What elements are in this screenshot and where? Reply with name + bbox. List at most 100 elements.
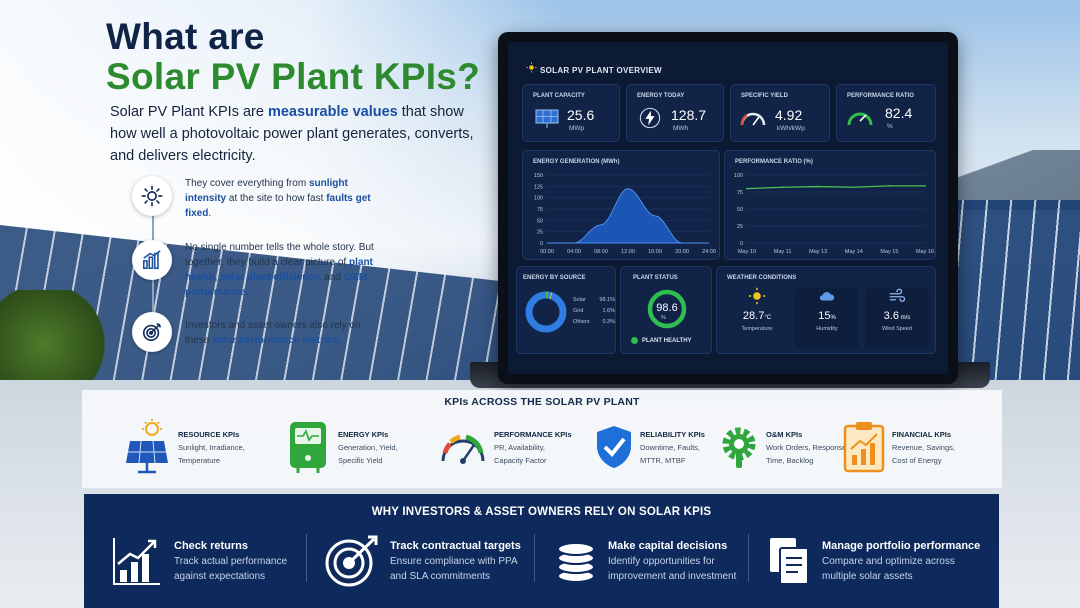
pr-chart-card: PERFORMANCE RATIO (%) 100 75 50 25 0 May 10 Ma…: [724, 150, 936, 260]
kpi-unit: MWp: [569, 125, 585, 132]
check-icon: [631, 337, 638, 344]
kpi-category-desc: Generation, Yield,: [338, 442, 398, 452]
x-tick-label: 00:00: [540, 249, 554, 255]
kpi-card-yield[interactable]: SPECIFIC YIELD 4.92 kWh/kWp: [730, 84, 830, 142]
weather-item: 28.7°C Temperature: [725, 287, 789, 349]
laptop: SOLAR PV PLANT OVERVIEW PLANT CAPACITY 2…: [498, 32, 958, 384]
kpi-value: 128.7: [671, 107, 707, 123]
area-series: [547, 188, 709, 244]
y-tick-label: 0: [540, 241, 543, 247]
y-tick-label: 25: [537, 230, 543, 236]
divider: [534, 534, 535, 582]
sun-icon: [132, 176, 172, 216]
kpi-unit: kWh/kWp: [777, 125, 805, 132]
kpi-card-energy[interactable]: ENERGY TODAY 128.7 MWh: [626, 84, 724, 142]
feature-item: No single number tells the whole story. …: [132, 240, 492, 300]
why-item-desc: Track actual performance: [174, 555, 288, 567]
y-tick-label: 75: [737, 190, 743, 196]
chart-title: PERFORMANCE RATIO (%): [735, 159, 813, 165]
kpi-category-title: FINANCIAL KPIs: [892, 429, 952, 439]
why-item: Manage portfolio performance Compare and …: [768, 528, 980, 594]
x-tick-label: 08:00: [594, 249, 608, 255]
why-item-desc: multiple solar assets: [822, 570, 913, 582]
kpi-category-performance: PERFORMANCE KPIs PR, Availability, Capacit…: [438, 412, 572, 482]
y-tick-label: 25: [737, 224, 743, 230]
kpi-category-desc: MTTR, MTBF: [640, 455, 686, 465]
feature-item: They cover everything from sunlight inte…: [132, 176, 492, 221]
coins-icon: [557, 542, 595, 583]
x-tick-label: May 16: [916, 249, 934, 255]
why-item: Track contractual targets Ensure complian…: [324, 528, 521, 594]
card-title: PLANT STATUS: [633, 275, 678, 281]
plant-status-card: PLANT STATUS 98.6 % PLANT HEALTHY: [620, 266, 712, 354]
donut-chart: [525, 291, 567, 333]
target-icon: [132, 312, 172, 352]
y-tick-label: 50: [737, 207, 743, 213]
inverter-icon: [290, 422, 326, 473]
why-item-title: Make capital decisions: [608, 539, 728, 552]
why-item-title: Check returns: [174, 539, 248, 552]
data-point: [924, 184, 926, 187]
why-item: Check returns Track actual performance aga…: [110, 528, 287, 594]
y-tick-label: 150: [534, 173, 543, 179]
kpi-category-financial: FINANCIAL KPIs Revenue, Savings, Cost of E…: [842, 412, 955, 482]
status-value: 98.6: [656, 302, 678, 314]
shield-check-icon: [597, 426, 631, 468]
x-tick-label: 12:00: [621, 249, 635, 255]
sun-icon: [748, 287, 766, 305]
dashboard-screen: SOLAR PV PLANT OVERVIEW PLANT CAPACITY 2…: [508, 42, 948, 374]
pr-chart: 100 75 50 25 0 May 10 May 11 May 13 May 14 May 15…: [734, 173, 934, 255]
weather-item: 15% Humidity: [795, 287, 859, 349]
kpi-card-capacity[interactable]: PLANT CAPACITY 25.6 MWp: [522, 84, 620, 142]
gauge-icon: [740, 112, 766, 126]
x-tick-label: May 10: [738, 249, 756, 255]
line-series: [746, 185, 925, 190]
kpi-value: 4.92: [775, 107, 803, 123]
why-item-desc: Compare and optimize across: [822, 555, 955, 567]
why-item-desc: and SLA commitments: [390, 570, 491, 582]
status-ring: [647, 289, 687, 329]
gauge-icon: [847, 112, 873, 126]
headline-line-1: What are: [106, 16, 265, 57]
gear-wrench-icon: [722, 427, 756, 468]
kpi-category-title: RELIABILITY KPIs: [640, 429, 705, 439]
kpi-category-title: ENERGY KPIs: [338, 429, 389, 439]
data-point: [852, 186, 855, 189]
feature-text: No single number tells the whole story. …: [185, 242, 374, 298]
kpi-label: PLANT CAPACITY: [533, 93, 585, 99]
data-point: [817, 185, 820, 188]
target-icon: [325, 535, 378, 587]
kpi-category-desc: Sunlight, Irradiance,: [178, 442, 245, 452]
kpi-category-desc: Specific Yield: [338, 455, 383, 465]
legend-item: Solar 98.1%: [573, 297, 615, 303]
feature-text: They cover everything from sunlight inte…: [185, 178, 371, 219]
kpi-label: ENERGY TODAY: [637, 93, 685, 99]
data-point: [746, 187, 748, 190]
sun-icon: [526, 62, 537, 73]
feature-item: Investors and asset owners also rely on …: [132, 312, 492, 352]
weather-card: WEATHER CONDITIONS 28.7°C Temperature 15…: [716, 266, 936, 354]
x-tick-label: 04:00: [567, 249, 581, 255]
growth-chart-icon: [113, 538, 160, 585]
x-tick-label: May 11: [774, 249, 792, 255]
energy-source-card: ENERGY BY SOURCE Solar 98.1% Grid 1.6% Oth…: [516, 266, 616, 354]
x-tick-label: 24:00: [702, 249, 716, 255]
why-item-desc: improvement and investment: [608, 570, 737, 582]
why-investors-band: WHY INVESTORS & ASSET OWNERS RELY ON SOL…: [84, 494, 999, 608]
source-legend: Solar 98.1% Grid 1.6% Others 0.3%: [573, 297, 615, 325]
why-item-desc: against expectations: [174, 570, 266, 582]
chart-title: ENERGY GENERATION (MWh): [533, 159, 620, 165]
bar-chart-icon: [132, 240, 172, 280]
kpi-category-desc: Downtime, Faults,: [640, 442, 701, 452]
x-tick-label: 16:00: [648, 249, 662, 255]
y-tick-label: 125: [534, 184, 543, 190]
feature-text: Investors and asset owners also rely on …: [185, 320, 361, 346]
kpi-label: PERFORMANCE RATIO: [847, 93, 914, 99]
kpi-card-pr[interactable]: PERFORMANCE RATIO 82.4 %: [836, 84, 936, 142]
kpi-category-desc: Temperature: [178, 455, 221, 465]
x-tick-label: May 13: [809, 249, 827, 255]
card-title: WEATHER CONDITIONS: [727, 275, 797, 281]
energy-chart-card: ENERGY GENERATION (MWh) 150 125 100 75 50 25 0…: [522, 150, 720, 260]
solar-field-right: [940, 200, 1080, 380]
kpi-category-title: O&M KPIs: [766, 429, 803, 439]
